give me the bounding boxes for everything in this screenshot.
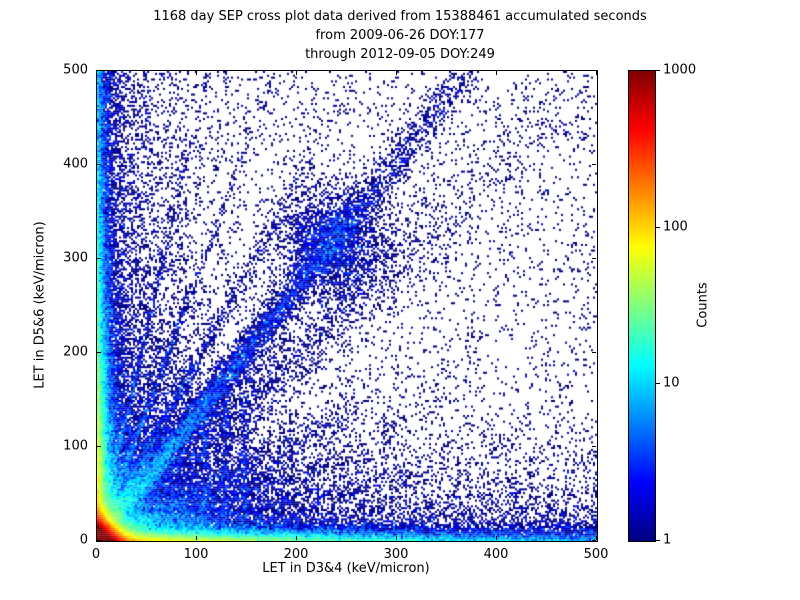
x-tick-label: 100 [183, 547, 209, 562]
chart-subtitle-through: through 2012-09-05 DOY:249 [305, 47, 495, 62]
y-tick-label: 300 [63, 250, 88, 266]
colorbar-tick-mark [656, 70, 660, 71]
y-tick-label: 0 [79, 532, 88, 548]
colorbar-tick-mark [656, 226, 660, 228]
colorbar-tick-label: 1 [663, 532, 672, 548]
y-tick-label: 100 [63, 438, 88, 454]
x-tick-label: 400 [483, 547, 509, 562]
y-tick-label: 400 [63, 156, 88, 172]
scatter-canvas [97, 71, 597, 541]
colorbar-tick-label: 1000 [663, 62, 697, 78]
colorbar-tick-label: 100 [663, 219, 688, 235]
x-axis-label: LET in D3&4 (keV/micron) [262, 561, 430, 576]
y-axis-label: LET in D5&6 (keV/micron) [32, 221, 48, 389]
chart-title: 1168 day SEP cross plot data derived fro… [153, 9, 647, 24]
x-tick-label: 200 [283, 547, 309, 562]
x-tick-label: 500 [583, 547, 609, 562]
colorbar-tick-mark [656, 540, 660, 541]
x-tick-label: 0 [91, 547, 101, 562]
plot-area [96, 70, 598, 542]
colorbar [628, 70, 656, 542]
x-tick-label: 300 [383, 547, 409, 562]
colorbar-tick-mark [656, 383, 660, 385]
chart-title-block: 1168 day SEP cross plot data derived fro… [0, 7, 800, 64]
y-tick-label: 500 [63, 62, 88, 78]
y-tick-label: 200 [63, 344, 88, 360]
colorbar-tick-label: 10 [663, 375, 680, 391]
chart-subtitle-from: from 2009-06-26 DOY:177 [315, 28, 485, 43]
colorbar-label: Counts [695, 282, 711, 328]
